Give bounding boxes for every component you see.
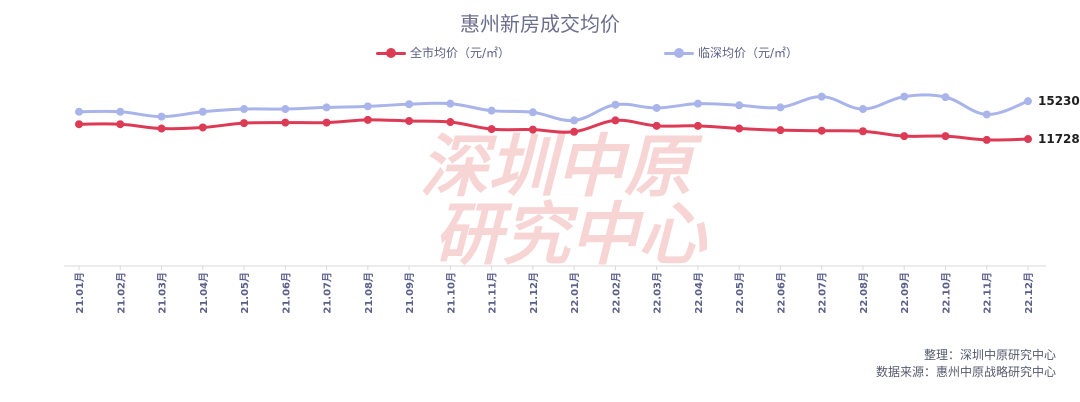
data-point[interactable] [652,121,661,130]
data-point[interactable] [405,100,414,109]
data-point[interactable] [281,105,290,114]
x-tick-label: 22.12月 [1023,272,1035,314]
data-point[interactable] [198,107,207,116]
data-point[interactable] [528,125,537,134]
x-tick-label: 22.11月 [982,272,994,314]
x-tick-label: 21.01月 [74,272,86,314]
data-point[interactable] [900,132,909,141]
data-point[interactable] [817,92,826,101]
data-point[interactable] [570,127,579,136]
data-point[interactable] [487,106,496,115]
data-point[interactable] [405,116,414,125]
data-point[interactable] [363,115,372,124]
legend-item-near-sz-avg[interactable]: 临深均价（元/㎡） [664,44,798,61]
x-tick-label: 21.09月 [404,272,416,314]
x-tick-label: 21.10月 [445,272,457,314]
chart-title: 惠州新房成交均价 [460,12,620,36]
x-tick-label: 21.05月 [239,272,251,314]
data-point[interactable] [776,103,785,112]
data-point[interactable] [900,92,909,101]
data-point[interactable] [611,100,620,109]
x-tick-label: 21.11月 [487,272,499,314]
source-note-data-source: 数据来源：惠州中原战略研究中心 [875,365,1056,379]
data-point[interactable] [735,101,744,110]
source-note-compiler: 整理：深圳中原研究中心 [923,348,1056,362]
data-point[interactable] [776,126,785,135]
data-point[interactable] [446,118,455,127]
end-value-label: 11728 [1038,132,1080,146]
data-point[interactable] [116,120,125,129]
x-tick-label: 22.07月 [817,272,829,314]
data-point[interactable] [281,118,290,127]
data-point[interactable] [1024,97,1032,106]
data-point[interactable] [198,123,207,132]
data-point[interactable] [75,120,83,129]
x-tick-label: 21.07月 [322,272,334,314]
data-point[interactable] [157,124,166,133]
data-point[interactable] [982,135,991,144]
data-point[interactable] [817,126,826,135]
data-point[interactable] [693,121,702,130]
data-point[interactable] [858,127,867,136]
x-tick-label: 21.06月 [280,272,292,314]
x-tick-label: 22.04月 [693,272,705,314]
series-group: 15230 11728 [75,92,1080,146]
x-tick-label: 22.10月 [940,272,952,314]
data-point[interactable] [157,112,166,121]
legend-label-near-sz-avg: 临深均价（元/㎡） [698,46,799,60]
watermark-line-2: 研究中心 [434,196,708,275]
legend-label-city-avg: 全市均价（元/㎡） [410,46,511,60]
data-point[interactable] [528,108,537,117]
data-point[interactable] [693,99,702,108]
x-tick-label: 21.12月 [528,272,540,314]
x-tick-label: 22.09月 [899,272,911,314]
data-point[interactable] [735,124,744,133]
x-tick-label: 22.05月 [734,272,746,314]
data-point[interactable] [982,110,991,119]
series-line-near-sz-avg [78,93,1029,123]
x-tick-label: 22.03月 [652,272,664,314]
data-point[interactable] [446,99,455,108]
x-tick-label: 22.02月 [610,272,622,314]
data-point[interactable] [240,119,249,128]
data-point[interactable] [240,105,249,114]
data-point[interactable] [487,125,496,134]
legend-swatch-city-avg [376,46,406,60]
x-tick-label: 21.04月 [198,272,210,314]
x-tick-label: 21.03月 [157,272,169,314]
data-point[interactable] [322,103,331,112]
x-axis-ticks: 21.01月 21.02月 21.03月 21.04月 21.05月 21.06月 21.0… [74,266,1035,314]
data-point[interactable] [570,116,579,125]
legend-item-city-avg[interactable]: 全市均价（元/㎡） [376,44,510,61]
data-point[interactable] [941,132,950,141]
data-point[interactable] [858,105,867,114]
data-point[interactable] [75,107,83,116]
x-tick-label: 22.01月 [569,272,581,314]
data-point[interactable] [363,102,372,111]
x-tick-label: 21.08月 [363,272,375,314]
x-tick-label: 21.02月 [115,272,127,314]
watermark-line-1: 深圳中原 [420,128,703,207]
data-point[interactable] [116,107,125,116]
data-point[interactable] [652,103,661,112]
data-point[interactable] [1024,135,1032,144]
legend-swatch-near-sz-avg [664,46,694,60]
data-point[interactable] [941,93,950,102]
x-tick-label: 22.06月 [775,272,787,314]
x-tick-label: 22.08月 [858,272,870,314]
end-value-label: 15230 [1038,94,1080,108]
data-point[interactable] [611,116,620,125]
data-point[interactable] [322,118,331,127]
